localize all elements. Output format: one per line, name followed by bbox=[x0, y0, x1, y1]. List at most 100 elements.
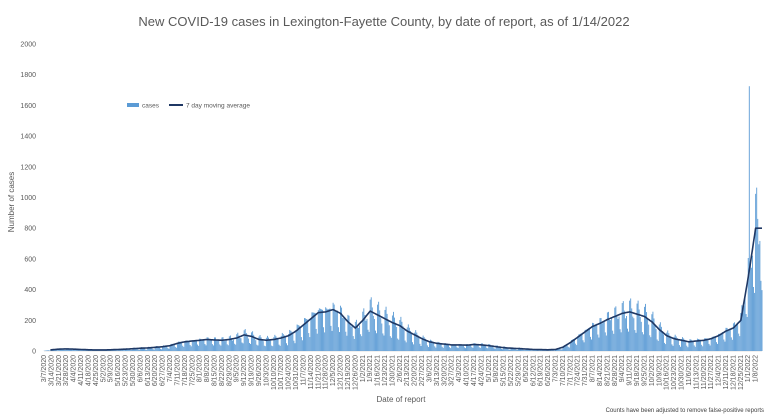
bar bbox=[245, 332, 247, 351]
x-tick-label: 6/26/2021 bbox=[545, 355, 552, 386]
bar bbox=[632, 316, 634, 351]
bar bbox=[619, 329, 621, 351]
bar bbox=[757, 218, 759, 351]
bar bbox=[510, 347, 512, 351]
bar bbox=[705, 338, 707, 351]
bar bbox=[46, 350, 48, 351]
bar bbox=[278, 344, 280, 351]
bar bbox=[680, 346, 681, 351]
bar bbox=[270, 340, 272, 351]
bar bbox=[742, 309, 744, 351]
bar bbox=[647, 319, 649, 351]
bar bbox=[143, 347, 144, 351]
x-tick-label: 8/14/2021 bbox=[597, 355, 604, 386]
bar bbox=[174, 346, 176, 351]
bar bbox=[660, 326, 662, 351]
bar bbox=[755, 193, 757, 351]
bar bbox=[605, 335, 607, 351]
bar bbox=[416, 332, 418, 351]
bar bbox=[646, 312, 648, 351]
bar bbox=[436, 343, 438, 351]
bar bbox=[402, 326, 404, 351]
bar bbox=[738, 333, 740, 351]
bar bbox=[134, 348, 136, 351]
x-tick-label: 11/28/2020 bbox=[323, 355, 330, 390]
bar bbox=[279, 345, 281, 351]
x-tick-label: 4/11/2020 bbox=[78, 355, 85, 386]
bar bbox=[352, 336, 354, 351]
bar bbox=[712, 336, 714, 351]
bar bbox=[720, 333, 722, 351]
x-tick-label: 10/9/2021 bbox=[656, 355, 663, 386]
bar bbox=[481, 343, 483, 351]
bar bbox=[637, 300, 639, 351]
bar bbox=[170, 343, 172, 351]
bar bbox=[655, 329, 657, 351]
bar bbox=[142, 347, 143, 351]
bar bbox=[678, 345, 680, 351]
bar bbox=[108, 350, 110, 351]
bar bbox=[340, 305, 341, 351]
bar bbox=[417, 334, 419, 351]
bar bbox=[122, 350, 124, 351]
x-tick-label: 12/18/2021 bbox=[730, 355, 737, 390]
bar bbox=[336, 310, 338, 351]
x-tick-label: 11/7/2020 bbox=[301, 355, 308, 386]
bar bbox=[61, 348, 63, 351]
bar bbox=[657, 340, 659, 351]
bar bbox=[711, 336, 713, 351]
bar bbox=[652, 311, 654, 351]
bar bbox=[342, 317, 344, 351]
bar bbox=[128, 348, 130, 351]
bar bbox=[234, 343, 236, 351]
bar bbox=[78, 350, 80, 351]
line-series-7-day-average bbox=[50, 227, 762, 351]
bar bbox=[748, 86, 750, 352]
footnote: Counts have been adjusted to remove fals… bbox=[606, 408, 764, 414]
bar bbox=[334, 310, 336, 351]
bar bbox=[252, 331, 254, 351]
bar bbox=[351, 326, 353, 351]
bar bbox=[77, 349, 79, 351]
bar bbox=[479, 347, 481, 351]
bar bbox=[140, 347, 142, 351]
bar bbox=[458, 344, 460, 351]
bar bbox=[153, 349, 155, 351]
bar bbox=[255, 340, 257, 351]
x-tick-label: 1/30/2021 bbox=[389, 355, 396, 386]
bar bbox=[597, 334, 599, 351]
bar bbox=[609, 319, 610, 351]
x-tick-label: 2/20/2021 bbox=[412, 355, 419, 386]
bar bbox=[491, 346, 493, 351]
bar bbox=[306, 319, 308, 351]
bar bbox=[666, 332, 668, 351]
bar bbox=[515, 349, 517, 351]
x-tick-label: 3/6/2021 bbox=[427, 355, 434, 382]
bar bbox=[423, 337, 425, 351]
bar bbox=[559, 348, 561, 351]
bar bbox=[732, 323, 734, 351]
bar bbox=[656, 339, 658, 351]
bar bbox=[602, 322, 604, 351]
bar bbox=[253, 334, 255, 351]
bar bbox=[573, 339, 574, 351]
bar bbox=[448, 344, 449, 351]
bar bbox=[752, 255, 753, 351]
bar bbox=[698, 339, 699, 351]
bar bbox=[667, 330, 669, 351]
bar bbox=[335, 310, 337, 351]
bar bbox=[379, 310, 381, 351]
bar bbox=[672, 345, 674, 351]
bar bbox=[247, 338, 249, 351]
bar bbox=[124, 350, 125, 351]
bar bbox=[226, 344, 228, 351]
x-tick-label: 3/14/2020 bbox=[48, 355, 55, 386]
bar bbox=[638, 309, 640, 351]
bar bbox=[165, 345, 167, 351]
bar bbox=[318, 308, 320, 351]
bar bbox=[461, 344, 463, 351]
bar bbox=[326, 308, 328, 351]
x-tick-label: 11/6/2021 bbox=[686, 355, 693, 386]
bar bbox=[109, 350, 111, 351]
bar bbox=[248, 342, 250, 351]
